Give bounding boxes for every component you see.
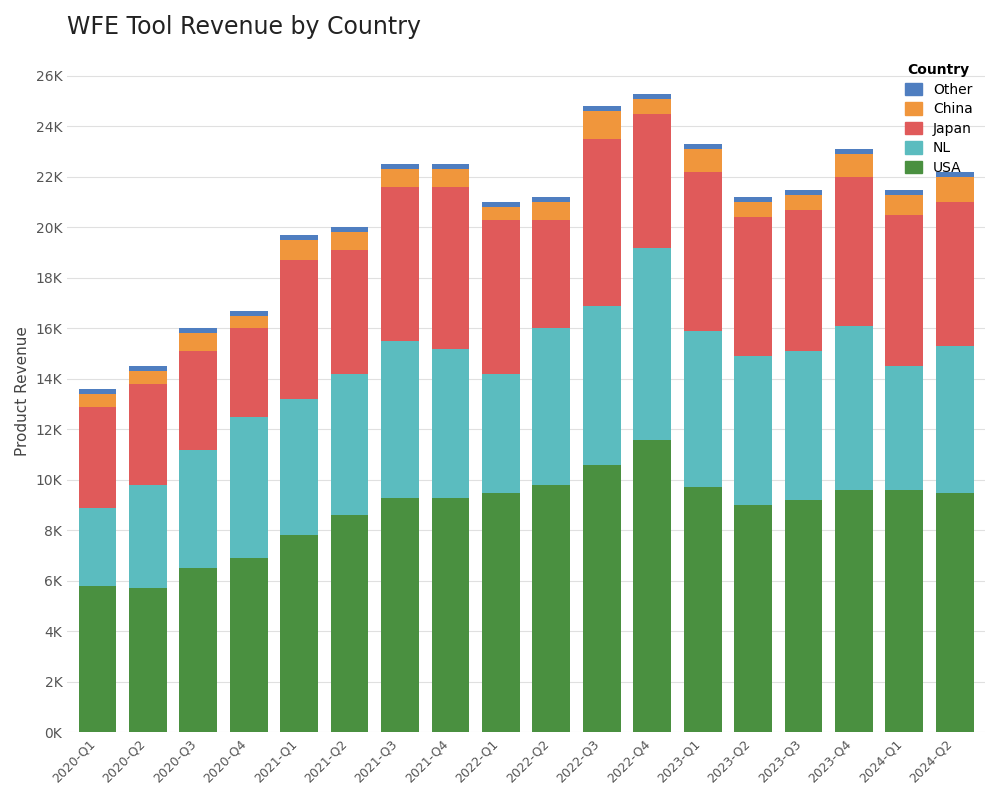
Bar: [179, 568, 217, 733]
Bar: [432, 170, 469, 187]
Bar: [583, 306, 621, 465]
Bar: [381, 187, 419, 341]
Bar: [79, 406, 116, 508]
Bar: [432, 498, 469, 733]
Bar: [280, 235, 318, 240]
Bar: [936, 346, 974, 493]
Bar: [482, 202, 520, 207]
Bar: [230, 417, 268, 558]
Bar: [432, 164, 469, 170]
Bar: [835, 177, 873, 326]
Bar: [633, 114, 671, 248]
Bar: [532, 197, 570, 202]
Bar: [79, 394, 116, 406]
Bar: [230, 329, 268, 417]
Bar: [885, 366, 923, 490]
Bar: [129, 589, 167, 733]
Bar: [230, 316, 268, 329]
Bar: [179, 329, 217, 334]
Bar: [633, 248, 671, 439]
Bar: [785, 190, 822, 194]
Bar: [532, 202, 570, 220]
Bar: [179, 351, 217, 450]
Bar: [381, 164, 419, 170]
Bar: [381, 170, 419, 187]
Bar: [482, 374, 520, 493]
Bar: [734, 202, 772, 218]
Bar: [179, 450, 217, 568]
Bar: [331, 515, 368, 733]
Bar: [432, 349, 469, 498]
Bar: [785, 351, 822, 500]
Bar: [936, 172, 974, 177]
Bar: [230, 558, 268, 733]
Bar: [936, 177, 974, 202]
Bar: [79, 586, 116, 733]
Bar: [129, 366, 167, 371]
Bar: [885, 490, 923, 733]
Bar: [532, 220, 570, 329]
Bar: [331, 374, 368, 515]
Bar: [936, 493, 974, 733]
Bar: [129, 384, 167, 485]
Bar: [936, 202, 974, 346]
Bar: [684, 487, 722, 733]
Bar: [331, 233, 368, 250]
Bar: [835, 326, 873, 490]
Bar: [633, 94, 671, 98]
Bar: [280, 260, 318, 399]
Legend: Other, China, Japan, NL, USA: Other, China, Japan, NL, USA: [899, 58, 978, 181]
Bar: [432, 187, 469, 349]
Bar: [885, 214, 923, 366]
Text: WFE Tool Revenue by Country: WFE Tool Revenue by Country: [67, 15, 421, 39]
Bar: [331, 227, 368, 233]
Bar: [734, 197, 772, 202]
Bar: [885, 190, 923, 194]
Bar: [583, 106, 621, 111]
Bar: [734, 356, 772, 505]
Bar: [482, 220, 520, 374]
Bar: [532, 329, 570, 485]
Bar: [482, 207, 520, 220]
Bar: [684, 331, 722, 487]
Y-axis label: Product Revenue: Product Revenue: [15, 326, 30, 457]
Bar: [835, 490, 873, 733]
Bar: [734, 218, 772, 356]
Bar: [785, 500, 822, 733]
Bar: [633, 98, 671, 114]
Bar: [532, 485, 570, 733]
Bar: [583, 465, 621, 733]
Bar: [583, 139, 621, 306]
Bar: [331, 250, 368, 374]
Bar: [684, 172, 722, 331]
Bar: [684, 149, 722, 172]
Bar: [280, 535, 318, 733]
Bar: [280, 240, 318, 260]
Bar: [785, 210, 822, 351]
Bar: [684, 144, 722, 149]
Bar: [179, 334, 217, 351]
Bar: [835, 149, 873, 154]
Bar: [583, 111, 621, 139]
Bar: [381, 341, 419, 498]
Bar: [79, 389, 116, 394]
Bar: [230, 310, 268, 316]
Bar: [79, 508, 116, 586]
Bar: [633, 439, 671, 733]
Bar: [885, 194, 923, 214]
Bar: [482, 493, 520, 733]
Bar: [129, 371, 167, 384]
Bar: [280, 399, 318, 535]
Bar: [381, 498, 419, 733]
Bar: [734, 505, 772, 733]
Bar: [785, 194, 822, 210]
Bar: [835, 154, 873, 177]
Bar: [129, 485, 167, 589]
